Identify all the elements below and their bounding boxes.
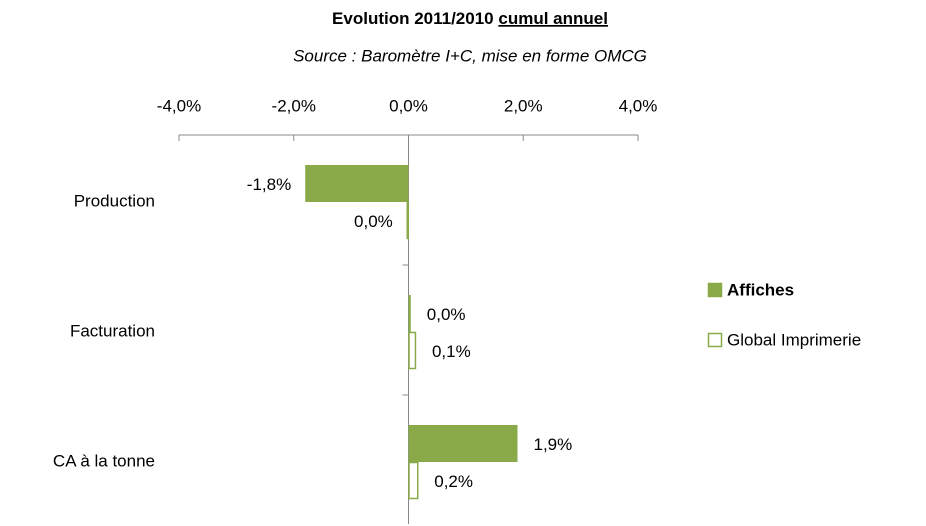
title-underlined: cumul annuel [498, 9, 608, 28]
data-label: 0,0% [427, 305, 466, 324]
bar [408, 425, 518, 462]
x-tick-label: -2,0% [272, 96, 316, 115]
data-label: 0,1% [432, 342, 471, 361]
data-label: -1,8% [247, 175, 291, 194]
x-tick-label: 4,0% [619, 96, 658, 115]
x-tick-label: -4,0% [157, 96, 201, 115]
data-label: 0,0% [354, 212, 393, 231]
legend-label: Global Imprimerie [727, 330, 861, 349]
legend-swatch [707, 282, 723, 298]
bar [406, 201, 410, 240]
title-main: Evolution 2011/2010 [332, 9, 494, 28]
chart-subtitle: Source : Baromètre I+C, mise en forme OM… [293, 46, 647, 65]
data-label: 1,9% [534, 435, 573, 454]
y-tick-label: Facturation [70, 321, 155, 340]
legend-swatch [707, 332, 723, 348]
chart-title: Evolution 2011/2010 cumul annuel [332, 9, 608, 28]
x-tick-label: 0,0% [389, 96, 428, 115]
bar [305, 165, 409, 202]
bar [408, 295, 411, 332]
y-tick-label: CA à la tonne [53, 451, 155, 470]
legend-label: Affiches [727, 280, 794, 299]
bar [408, 461, 419, 500]
bar [408, 331, 417, 370]
y-tick-label: Production [74, 191, 155, 210]
x-tick-label: 2,0% [504, 96, 543, 115]
data-label: 0,2% [434, 472, 473, 491]
